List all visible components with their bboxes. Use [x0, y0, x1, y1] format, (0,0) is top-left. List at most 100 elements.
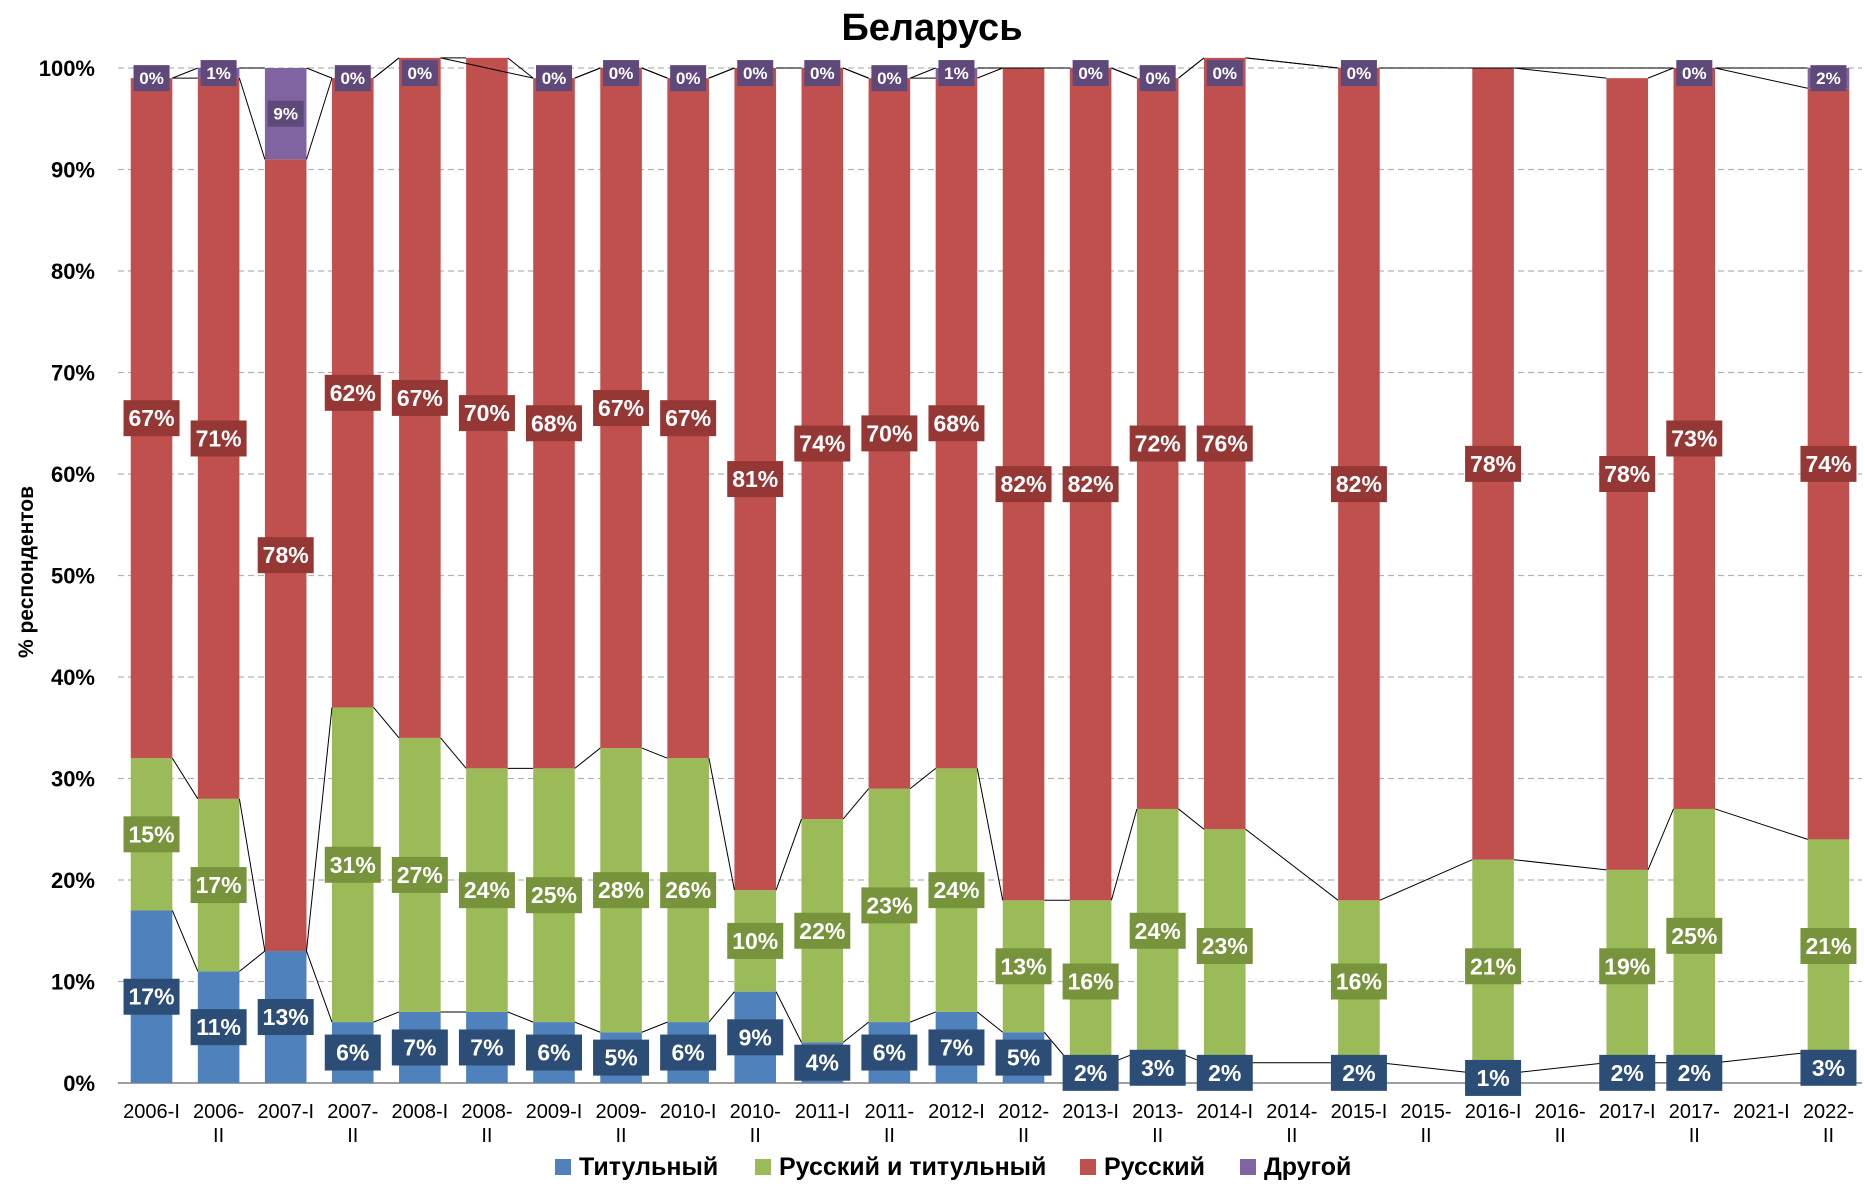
- data-label-box: [391, 379, 448, 416]
- series-connector: [373, 1011, 400, 1023]
- data-label: 2%: [1074, 1060, 1107, 1086]
- data-label-box: [938, 60, 975, 87]
- data-label: 23%: [866, 892, 912, 918]
- data-label-box: [1129, 1049, 1186, 1086]
- x-tick-label: 2007-I: [257, 1101, 314, 1123]
- data-label: 9%: [739, 1024, 772, 1050]
- data-label-box: [1465, 445, 1522, 482]
- data-label-box: [1599, 1054, 1656, 1091]
- y-tick-label: 0%: [63, 1071, 95, 1096]
- data-label: 24%: [1135, 918, 1181, 944]
- data-label-box: [1062, 963, 1119, 1000]
- data-label-box: [458, 395, 515, 432]
- data-label-box: [324, 374, 381, 411]
- series-connector: [708, 991, 735, 1023]
- series-connector: [171, 910, 199, 972]
- data-label-box: [1072, 60, 1109, 87]
- data-label-box: [123, 400, 180, 437]
- data-label-box: [123, 978, 180, 1015]
- data-label: 5%: [1007, 1045, 1040, 1071]
- series-connector: [1111, 67, 1138, 79]
- legend-swatch: [555, 1159, 571, 1175]
- data-label-box: [928, 872, 985, 909]
- data-label-box: [267, 100, 304, 127]
- x-tick-label: II: [1555, 1125, 1566, 1147]
- data-label-box: [727, 1019, 784, 1056]
- series-connector: [1513, 859, 1607, 871]
- data-label-box: [391, 1029, 448, 1066]
- data-label: 6%: [336, 1040, 369, 1066]
- x-tick-label: II: [1823, 1125, 1834, 1147]
- data-label-box: [526, 877, 582, 914]
- data-label-box: [1800, 445, 1857, 482]
- x-tick-label: II: [1689, 1125, 1700, 1147]
- series-connector: [641, 747, 668, 759]
- x-tick-label: 2012-: [998, 1101, 1049, 1123]
- series-connector: [238, 798, 266, 952]
- x-tick-label: 2015-I: [1331, 1101, 1388, 1123]
- series-connector: [238, 78, 266, 160]
- bars: [130, 57, 1850, 1083]
- data-label: 2%: [1611, 1060, 1644, 1086]
- data-label: 0%: [1145, 69, 1170, 88]
- series-connector: [1379, 1062, 1473, 1074]
- series-connector-lines: [171, 57, 1808, 1074]
- x-tick-label: II: [750, 1125, 761, 1147]
- x-tick-label: 2016-I: [1465, 1101, 1522, 1123]
- data-label-box: [1465, 1059, 1522, 1096]
- data-label-box: [536, 65, 572, 92]
- y-tick-label: 70%: [51, 361, 95, 386]
- series-connector: [641, 67, 668, 79]
- data-label-box: [133, 65, 170, 92]
- data-label: 17%: [129, 984, 175, 1010]
- data-label-box: [190, 867, 247, 904]
- data-label: 0%: [743, 64, 768, 83]
- data-label-box: [727, 922, 784, 959]
- data-label: 24%: [933, 877, 979, 903]
- data-label: 78%: [263, 542, 309, 568]
- legend-swatch: [1080, 1159, 1096, 1175]
- x-tick-label: 2014-: [1266, 1101, 1317, 1123]
- data-label: 0%: [340, 69, 365, 88]
- data-label-box: [1465, 948, 1522, 985]
- data-label: 2%: [1342, 1060, 1375, 1086]
- data-label: 0%: [1682, 64, 1707, 83]
- x-tick-label: 2017-: [1669, 1101, 1720, 1123]
- data-label: 0%: [877, 69, 902, 88]
- series-connector: [1513, 1062, 1607, 1074]
- data-label: 67%: [129, 405, 175, 431]
- x-tick-label: II: [1286, 1125, 1297, 1147]
- series-connector: [239, 950, 266, 972]
- data-label: 16%: [1336, 969, 1382, 995]
- data-label: 23%: [1202, 933, 1248, 959]
- y-axis-label: % респондентов: [15, 486, 38, 658]
- x-tick-label: II: [347, 1125, 358, 1147]
- data-label: 3%: [1812, 1055, 1845, 1081]
- y-tick-label: 20%: [51, 868, 95, 893]
- data-label: 2%: [1208, 1060, 1241, 1086]
- data-label-box: [458, 1029, 515, 1066]
- data-label: 2%: [1816, 69, 1841, 88]
- data-label: 68%: [531, 410, 577, 436]
- data-label-box: [737, 60, 774, 87]
- legend-swatch: [755, 1159, 771, 1175]
- data-label-box: [1196, 425, 1253, 462]
- data-label-box: [1810, 65, 1847, 92]
- y-tick-label: 80%: [51, 259, 95, 284]
- data-label: 0%: [810, 64, 835, 83]
- data-label: 26%: [665, 877, 711, 903]
- data-label: 31%: [330, 852, 376, 878]
- gridlines: [118, 67, 1862, 1084]
- series-connector: [373, 707, 400, 739]
- y-tick-labels: 0% 10% 20% 30% 40% 50% 60% 70% 80% 90% 100%: [39, 56, 95, 1096]
- x-tick-label: II: [213, 1125, 224, 1147]
- data-label: 74%: [1805, 451, 1851, 477]
- chart-title: Беларусь: [841, 7, 1022, 49]
- series-connector: [976, 768, 1004, 901]
- data-label-box: [334, 65, 371, 92]
- data-label-box: [1666, 420, 1723, 457]
- series-connector: [306, 67, 333, 79]
- legend-entry: Другой: [1264, 1153, 1351, 1181]
- y-tick-label: 50%: [51, 564, 95, 589]
